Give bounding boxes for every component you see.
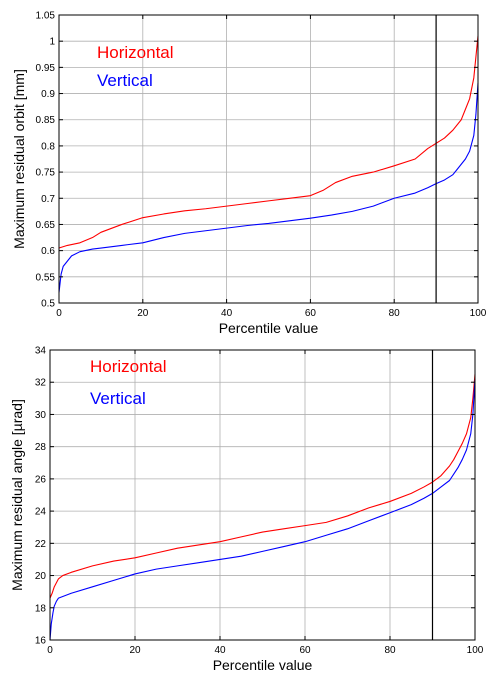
angle-chart: 0 20 40 60 80 100 16 18 20 22 24 26 28 30 32 34 Percenti… [9, 346, 484, 673]
x-tick-label: 100 [467, 645, 484, 656]
x-axis-label: Percentile value [219, 320, 319, 336]
y-tick-label: 16 [35, 636, 47, 647]
x-tick-label: 100 [470, 308, 487, 319]
x-tick-label: 60 [305, 308, 317, 319]
y-tick-label: 0.9 [41, 89, 55, 100]
orbit-chart: 0 20 40 60 80 100 0.5 0.55 0.6 0.65 0.7 0.75 0.8 0.85… [11, 11, 487, 337]
y-tick-label: 32 [35, 378, 47, 389]
y-tick-label: 0.75 [36, 168, 56, 179]
y-tick-label: 0.65 [36, 220, 56, 231]
series-line-horizontal [58, 35, 479, 249]
y-tick-label: 0.6 [41, 246, 55, 257]
x-tick-label: 80 [384, 645, 396, 656]
y-tick-label: 28 [35, 442, 47, 453]
y-tick-label: 0.5 [41, 299, 55, 310]
legend-entry-horizontal: Horizontal [97, 43, 174, 62]
y-tick-label: 26 [35, 474, 47, 485]
axes-frame [58, 14, 479, 304]
y-tick-label: 20 [35, 571, 47, 582]
y-tick-label: 1 [49, 37, 55, 48]
y-tick-label: 0.55 [36, 272, 56, 283]
x-tick-label: 0 [56, 308, 62, 319]
y-tick-label: 1.05 [36, 11, 56, 22]
x-tick-label: 20 [129, 645, 141, 656]
x-tick-label: 80 [389, 308, 401, 319]
y-tick-label: 0.7 [41, 194, 55, 205]
series-line-vertical [49, 378, 476, 641]
y-tick-label: 0.85 [36, 115, 56, 126]
y-tick-label: 0.95 [36, 63, 56, 74]
legend-entry-vertical: Vertical [97, 71, 153, 90]
legend-entry-horizontal: Horizontal [90, 357, 167, 376]
x-tick-label: 60 [299, 645, 311, 656]
x-tick-label: 0 [47, 645, 53, 656]
legend-entry-vertical: Vertical [90, 389, 146, 408]
y-tick-label: 22 [35, 539, 47, 550]
plot-area [50, 350, 475, 640]
y-axis-label: Maximum residual angle [µrad] [9, 399, 25, 591]
y-tick-label: 0.8 [41, 141, 55, 152]
axes-frame [49, 349, 476, 641]
series-line-horizontal [49, 374, 476, 599]
y-tick-label: 34 [35, 346, 47, 357]
x-tick-label: 40 [221, 308, 233, 319]
y-tick-label: 18 [35, 603, 47, 614]
y-tick-label: 30 [35, 410, 47, 421]
series-line-vertical [58, 83, 479, 293]
plot-area [59, 15, 478, 303]
x-tick-label: 40 [214, 645, 226, 656]
x-tick-label: 20 [137, 308, 149, 319]
y-axis-label: Maximum residual orbit [mm] [11, 69, 27, 249]
x-axis-label: Percentile value [213, 657, 313, 673]
y-tick-label: 24 [35, 507, 47, 518]
